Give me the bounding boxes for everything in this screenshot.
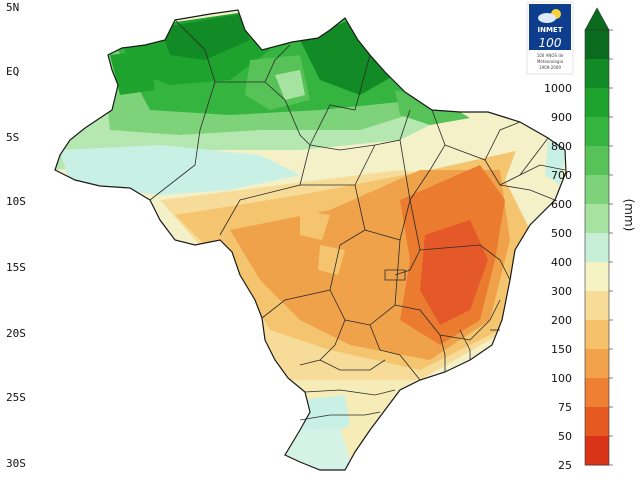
colorbar-tick-label: 25 xyxy=(558,459,572,472)
colorbar-segment xyxy=(585,436,609,466)
colorbar-tick-label: 100 xyxy=(551,372,572,385)
inmet-logo: INMET 100 100 ANOS de Meteorologia 1909-… xyxy=(526,1,574,75)
state-borders xyxy=(149,19,566,421)
logo-line2: Meteorologia xyxy=(537,59,564,64)
logo-line1: 100 ANOS de xyxy=(537,53,564,58)
logo-brand: INMET xyxy=(538,26,563,34)
colorbar-tick-label: 1000 xyxy=(544,82,572,95)
lat-label-15s: 15S xyxy=(6,261,26,274)
colorbar-tick-label: 200 xyxy=(551,314,572,327)
colorbar-segment xyxy=(585,407,609,437)
colorbar-segment xyxy=(585,204,609,234)
cloud-icon xyxy=(538,13,556,23)
latitude-axis: 5N EQ 5S 10S 15S 20S 25S 30S xyxy=(6,1,26,470)
colorbar-segment xyxy=(585,262,609,292)
colorbar-tick-label: 700 xyxy=(551,169,572,182)
colorbar-segment xyxy=(585,378,609,408)
colorbar-unit: (mm) xyxy=(622,199,636,232)
colorbar-tick-label: 50 xyxy=(558,430,572,443)
lat-label-25s: 25S xyxy=(6,391,26,404)
colorbar-tick-label: 900 xyxy=(551,111,572,124)
lat-label-5s: 5S xyxy=(6,131,19,144)
colorbar: 1200110010009008007006005004003002001501… xyxy=(544,7,636,472)
lat-label-20s: 20S xyxy=(6,327,26,340)
logo-badge xyxy=(529,4,571,50)
lat-label-eq: EQ xyxy=(6,65,19,78)
colorbar-segment xyxy=(585,233,609,263)
logo-anniversary: 100 xyxy=(539,36,562,50)
colorbar-segment xyxy=(585,30,609,60)
colorbar-segment xyxy=(585,59,609,89)
lat-label-30s: 30S xyxy=(6,457,26,470)
colorbar-segment xyxy=(585,175,609,205)
colorbar-segment xyxy=(585,291,609,321)
colorbar-segment xyxy=(585,349,609,379)
lat-label-10s: 10S xyxy=(6,195,26,208)
logo-line3: 1909-2009 xyxy=(539,65,561,70)
colorbar-tick-label: 600 xyxy=(551,198,572,211)
colorbar-top-arrow xyxy=(584,7,610,31)
colorbar-segment xyxy=(585,88,609,118)
colorbar-tick-label: 75 xyxy=(558,401,572,414)
colorbar-tick-label: 150 xyxy=(551,343,572,356)
colorbar-tick-label: 500 xyxy=(551,227,572,240)
colorbar-segment xyxy=(585,320,609,350)
colorbar-tick-label: 800 xyxy=(551,140,572,153)
lat-label-5n: 5N xyxy=(6,1,19,14)
colorbar-segment xyxy=(585,117,609,147)
colorbar-tick-label: 300 xyxy=(551,285,572,298)
colorbar-segment xyxy=(585,146,609,176)
colorbar-tick-label: 400 xyxy=(551,256,572,269)
